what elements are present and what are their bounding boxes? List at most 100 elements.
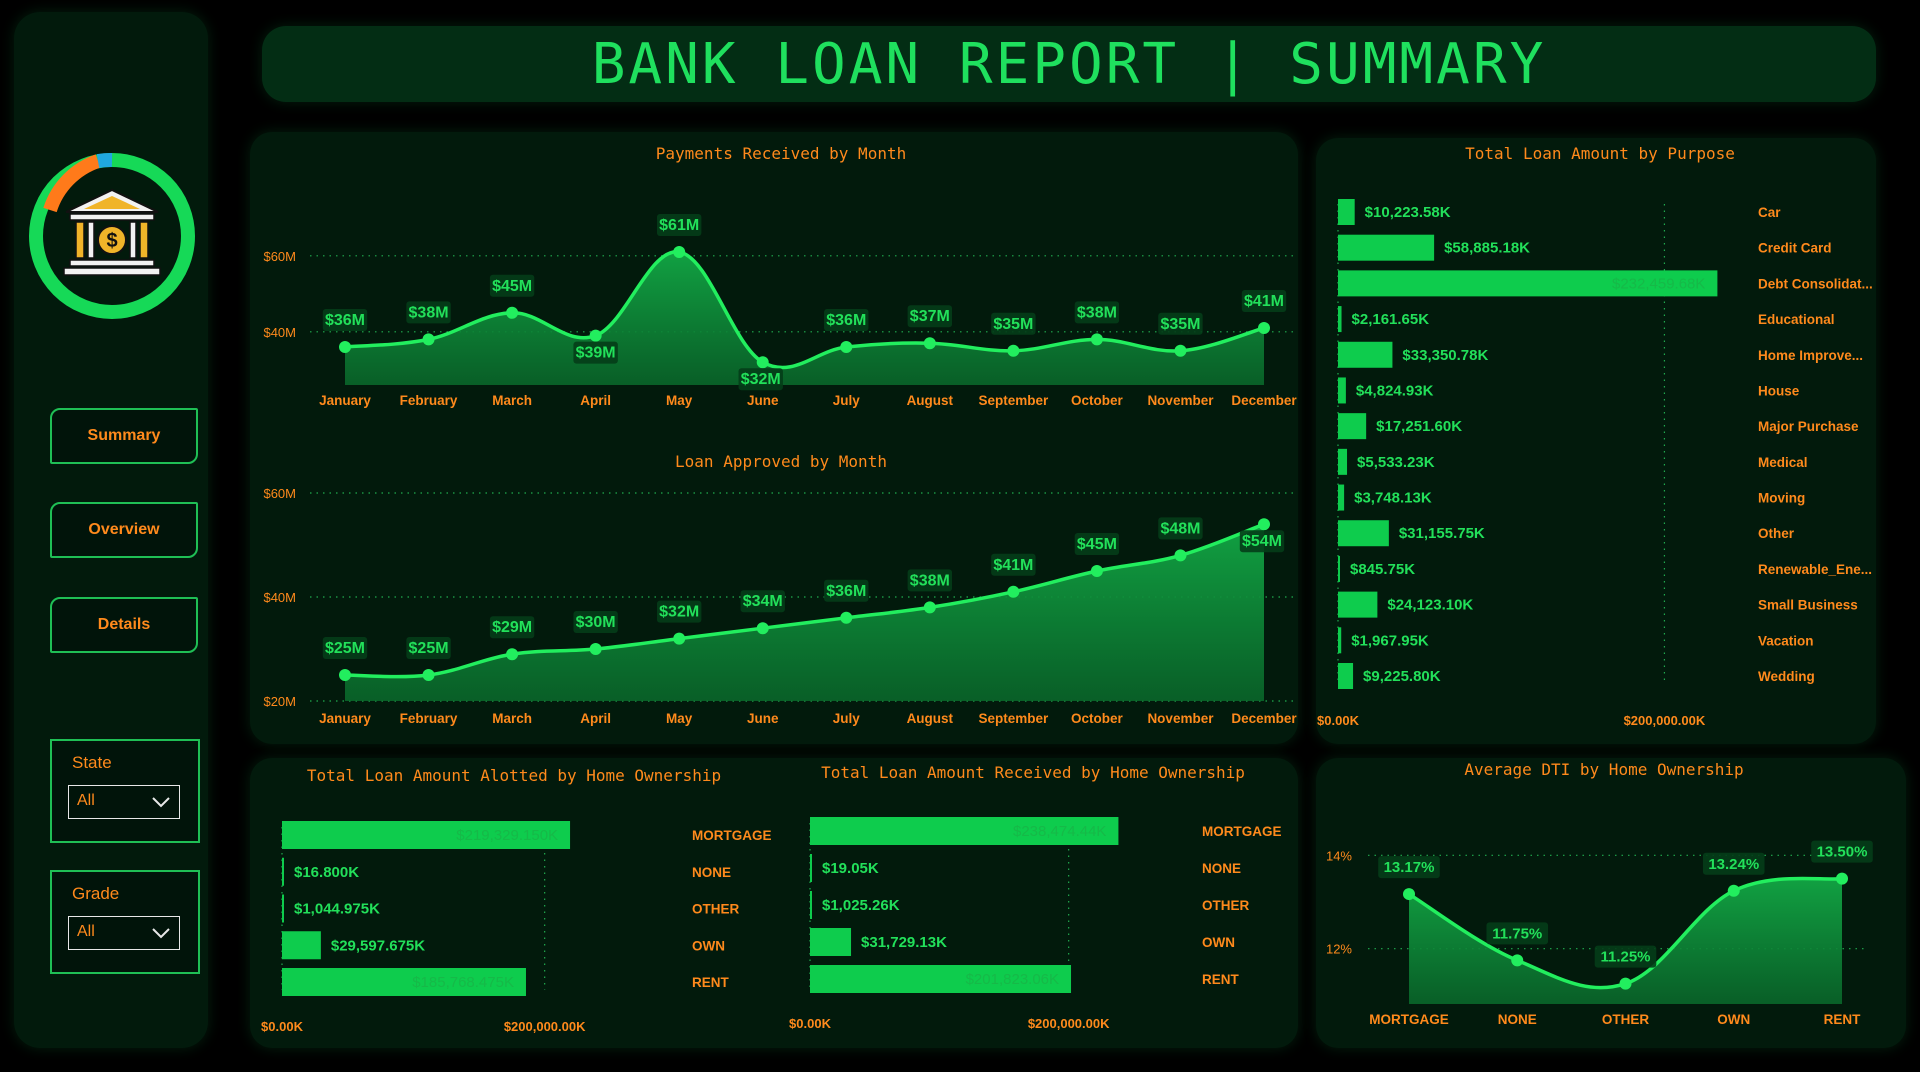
purpose-data-label: $17,251.60K [1376,418,1462,435]
payments-label-bg [322,309,368,331]
alloted-category-label: RENT [692,975,730,990]
purpose-data-label: $845.75K [1350,561,1415,578]
payments-point [840,341,853,353]
approved-data-label: $30M [576,614,616,631]
payments-category-label: August [907,393,954,408]
payments-data-label: $32M [741,371,781,388]
approved-label-bg [406,637,451,659]
nav-details-button[interactable]: Details [50,597,198,653]
dti-data-label: 11.75% [1492,925,1542,942]
payments-category-label: October [1071,393,1124,408]
payments-data-label: $39M [576,345,616,362]
payments-data-label: $35M [1160,316,1200,333]
approved-data-label: $34M [743,593,783,610]
grade-select[interactable]: All [68,916,180,950]
approved-point [506,648,519,661]
purpose-category-label: Medical [1758,455,1808,470]
approved-category-label: November [1147,711,1214,726]
approved-category-label: October [1071,711,1124,726]
payments-point [339,341,351,353]
approved-data-label: $25M [409,640,449,657]
payments-label-bg [656,214,702,236]
payments-category-label: November [1147,393,1214,408]
purpose-data-label: $9,225.80K [1363,668,1441,685]
approved-point [840,611,853,624]
payments-point [589,329,602,342]
purpose-title: Total Loan Amount by Purpose [1465,144,1735,163]
alloted-bar [282,894,284,923]
approved-label-bg [1158,517,1203,540]
state-select-value: All [77,792,95,809]
dti-title: Average DTI by Home Ownership [1464,760,1743,779]
alloted-data-label: $16.800K [294,864,359,881]
alloted-data-label: $1,044.975K [294,901,380,918]
approved-category-label: March [492,711,532,726]
dti-label-bg [1811,840,1873,863]
purpose-data-label: $3,748.13K [1354,490,1432,507]
payments-label-bg [1241,290,1287,312]
nav-overview-button[interactable]: Overview [50,502,198,558]
alloted-data-label: $185,768.475K [412,974,514,991]
state-select[interactable]: All [68,785,180,819]
payments-point [1258,322,1270,334]
purpose-bar [1338,234,1435,261]
payments-ytick-label: $60M [263,249,296,264]
payments-category-label: May [666,393,693,408]
purpose-category-label: Wedding [1758,669,1815,684]
purpose-category-label: Educational [1758,312,1835,327]
nav-summary-button[interactable]: Summary [50,408,198,464]
dti-data-label: 13.50% [1817,844,1868,861]
dti-data-label: 13.17% [1384,859,1435,876]
payments-data-label: $38M [409,304,449,321]
payments-label-bg [991,312,1036,335]
approved-category-label: January [319,711,371,726]
dti-category-label: OTHER [1602,1012,1650,1027]
approved-data-label: $54M [1242,533,1282,550]
received-title: Total Loan Amount Received by Home Owner… [821,763,1245,782]
payments-point [422,333,435,346]
approved-ytick-label: $20M [263,694,296,709]
received-data-label: $201,823.06K [966,971,1059,988]
page-title: BANK LOAN REPORT | SUMMARY [591,31,1547,97]
payments-label-bg [489,274,535,297]
payments-title: Payments Received by Month [656,144,906,163]
bank-dollar-icon: $ [29,152,195,319]
purpose-bar [1338,270,1718,297]
chevron-down-icon [152,928,170,939]
dti-point [1619,977,1632,990]
purpose-bar [1338,413,1367,440]
payments-data-label: $45M [492,278,532,295]
approved-data-label: $48M [1160,520,1200,537]
payments-label-bg [1158,312,1203,335]
ownership-panel [250,758,1298,1048]
purpose-data-label: $1,967.95K [1351,632,1429,649]
purpose-category-label: Vacation [1758,633,1814,648]
alloted-bar [282,857,284,886]
payments-data-label: $37M [910,308,950,325]
dti-category-label: OWN [1717,1012,1750,1027]
received-bar [810,817,1119,845]
dti-point [1403,888,1415,901]
purpose-data-label: $31,155.75K [1399,525,1485,542]
received-data-label: $238,474.44K [1013,823,1106,840]
purpose-category-label: Debt Consolidat... [1758,276,1873,291]
payments-label-bg [1074,301,1120,324]
approved-data-label: $45M [1077,536,1117,553]
report-header: BANK LOAN REPORT | SUMMARY [262,26,1876,102]
payments-category-label: September [978,393,1049,408]
alloted-category-label: OWN [692,938,725,953]
received-bar [810,928,852,956]
purpose-bar [1338,306,1342,333]
approved-title: Loan Approved by Month [675,452,887,471]
payments-data-label: $35M [993,316,1033,333]
purpose-data-label: $24,123.10K [1387,597,1473,614]
received-category-label: NONE [1202,861,1241,876]
approved-area [345,524,1264,701]
alloted-bar [282,968,526,996]
approved-label-bg [991,553,1036,576]
dti-category-label: RENT [1824,1012,1862,1027]
payments-point [923,337,936,350]
sidebar: $ Summary Overview Details State All Gra… [14,12,208,1048]
dti-data-label: 11.25% [1600,949,1650,966]
